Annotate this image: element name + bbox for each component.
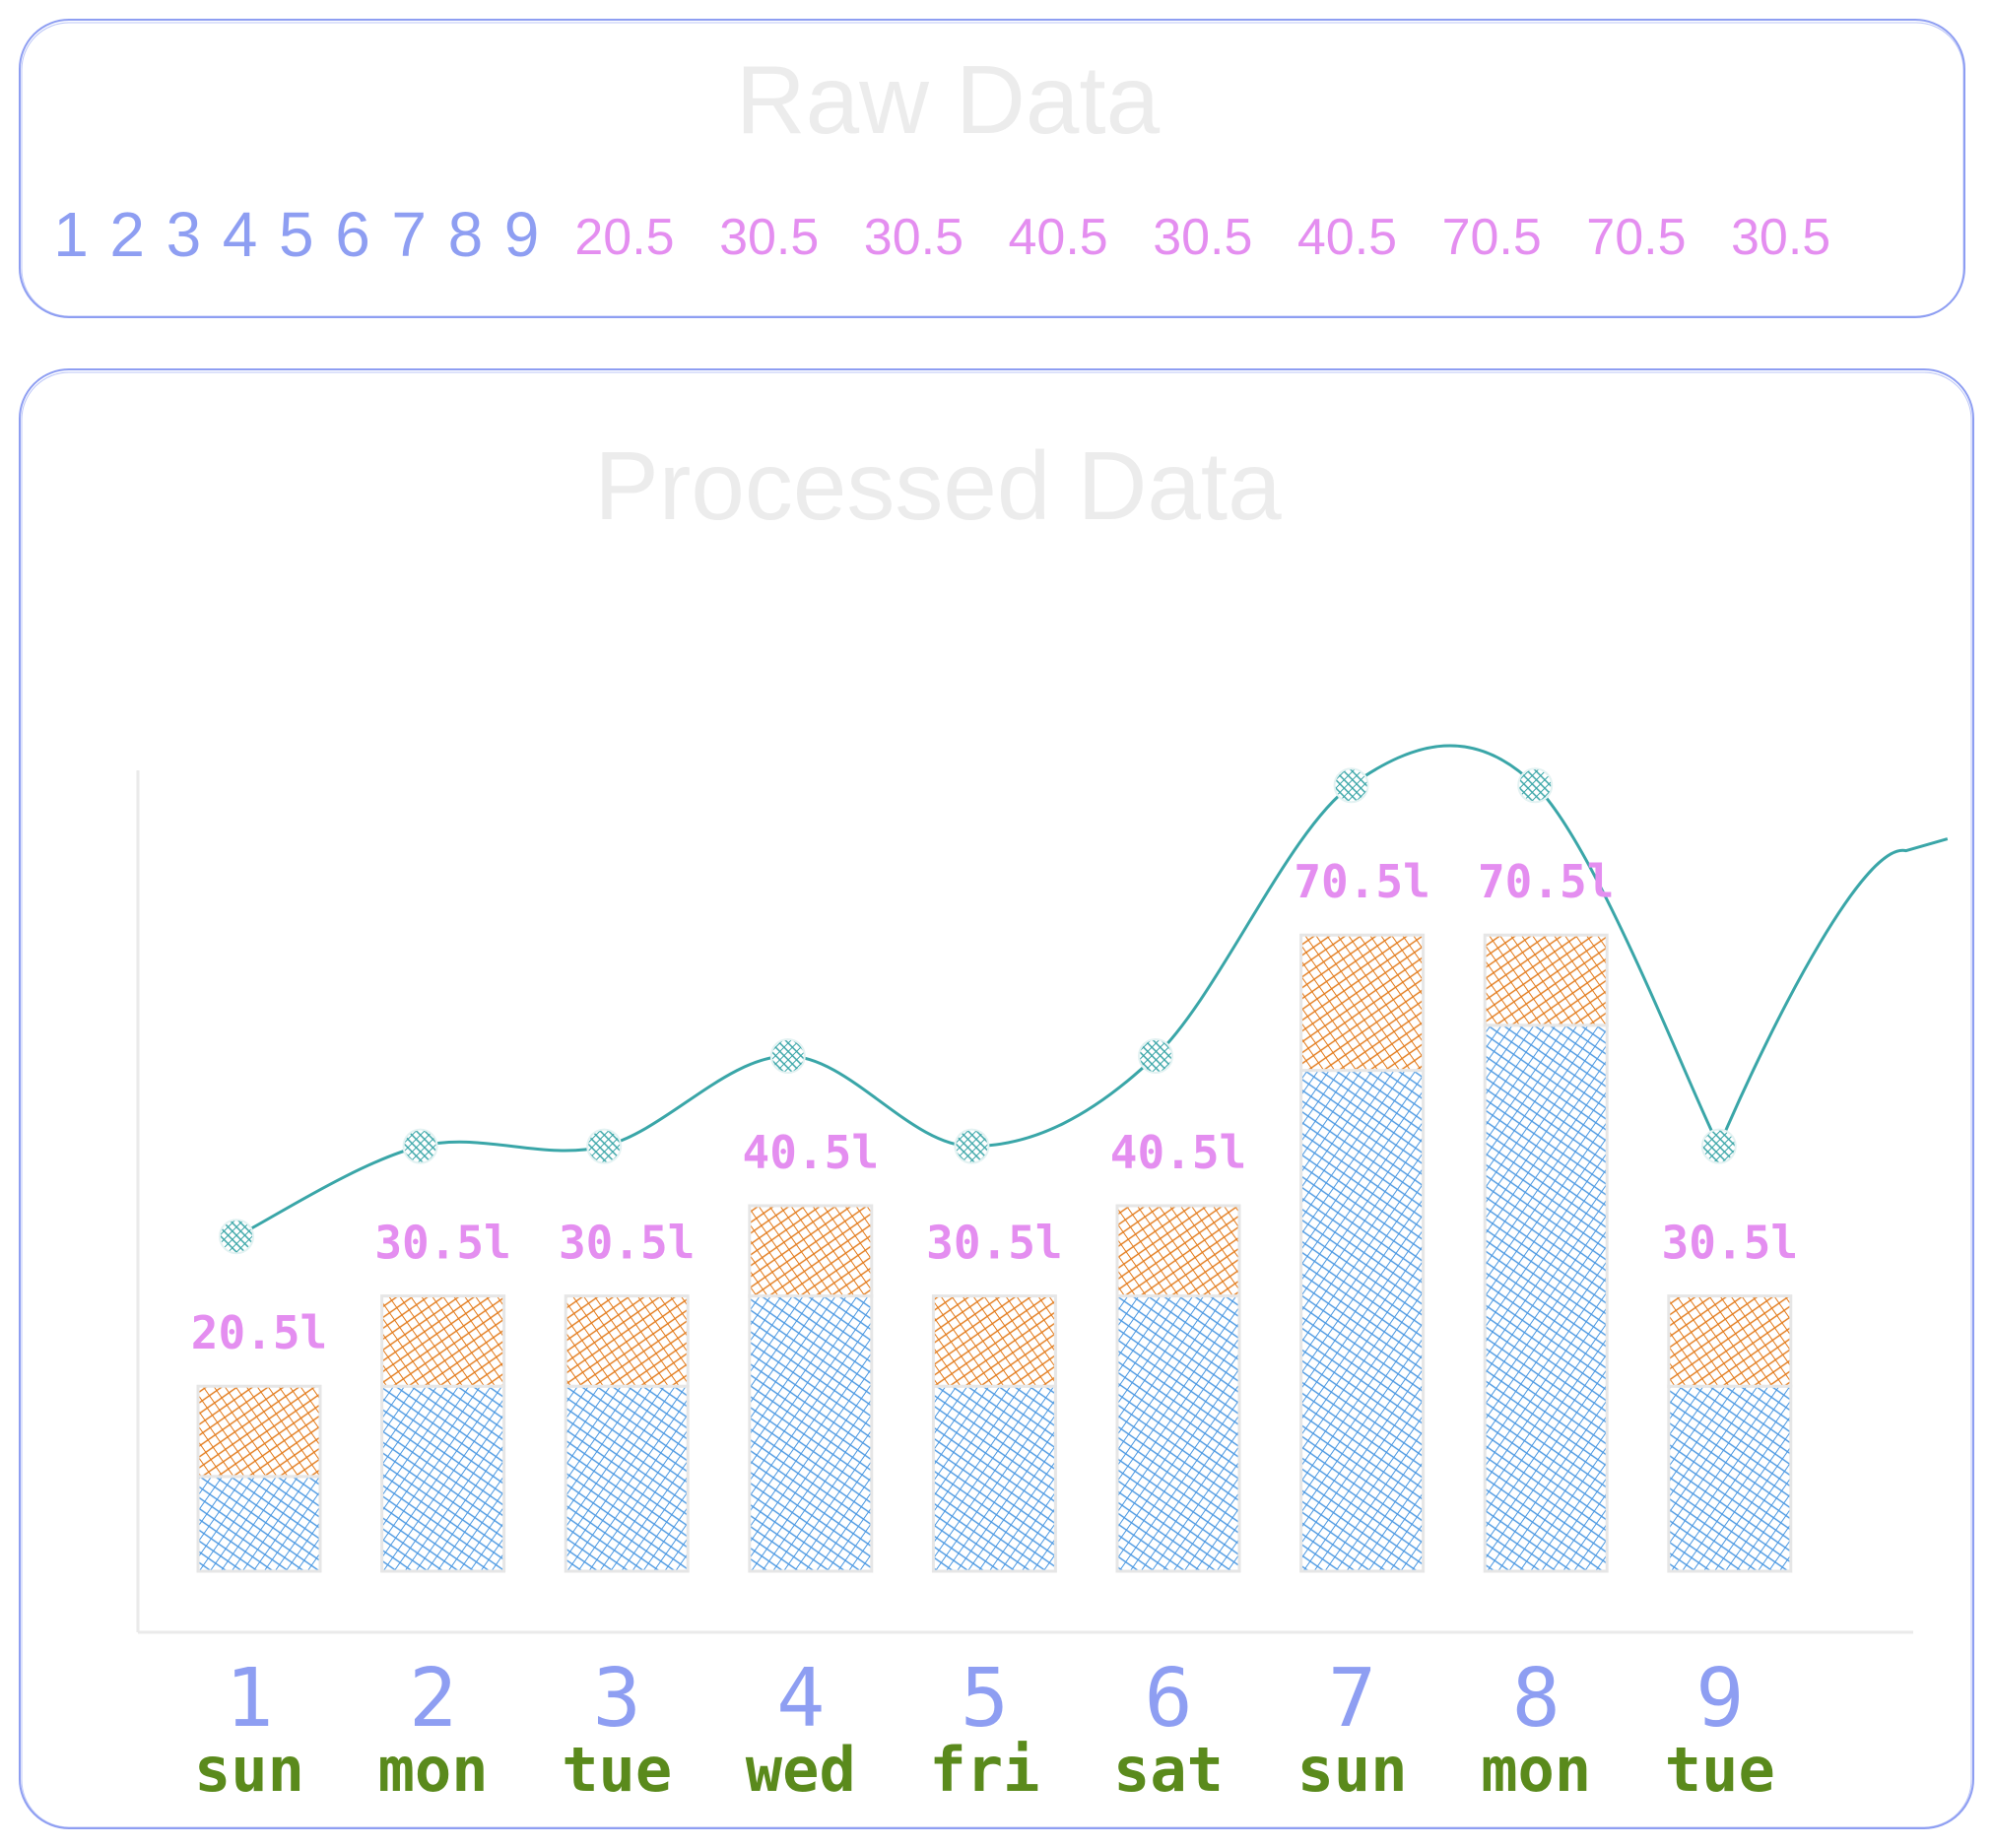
trend-point (402, 1128, 438, 1164)
x-tick-label: 4 (776, 1652, 825, 1746)
raw-value: 30.5 (719, 209, 819, 266)
chart-area: 20.5l 30.5l 30.5l 40.5l 30.5l 40.5l 70.5l 70.5l… (136, 744, 1949, 1806)
raw-number: 9 (504, 199, 540, 270)
bar-upper-segment (1115, 1204, 1241, 1298)
bar-value-label: 30.5l (374, 1217, 510, 1270)
trend-point (769, 1038, 806, 1075)
bar-value-label: 30.5l (559, 1217, 695, 1270)
x-day-label: mon (1481, 1734, 1591, 1806)
bar-lower-segment (1115, 1294, 1241, 1573)
raw-value: 20.5 (574, 209, 674, 266)
bar-lower-segment (1299, 1069, 1426, 1573)
trend-point (586, 1128, 623, 1164)
raw-data-frame (19, 19, 1965, 318)
bar-lower-segment (748, 1294, 874, 1573)
raw-number: 3 (166, 199, 202, 270)
raw-value-list: 20.5 30.5 30.5 40.5 30.5 40.5 70.5 70.5 30.5 (574, 209, 1830, 266)
raw-value: 30.5 (1731, 209, 1830, 266)
x-day-label: tue (562, 1734, 672, 1806)
x-day-label: mon (378, 1734, 489, 1806)
processed-data-title: Processed Data (594, 431, 1282, 540)
trend-point (954, 1128, 990, 1164)
x-day-label: sun (1297, 1734, 1408, 1806)
bar-value-label: 30.5l (1662, 1217, 1798, 1270)
raw-number: 6 (335, 199, 370, 270)
x-tick-label: 2 (409, 1652, 457, 1746)
bar-upper-segment (1667, 1294, 1793, 1388)
bar-upper-segment (380, 1294, 506, 1388)
bar-upper-segment (748, 1204, 874, 1298)
x-day-label: sat (1113, 1734, 1224, 1806)
x-tick-label: 3 (593, 1652, 641, 1746)
bar-value-label: 30.5l (926, 1217, 1062, 1270)
raw-value: 40.5 (1297, 209, 1397, 266)
x-tick-label: 1 (225, 1652, 273, 1746)
bar-lower-segment (196, 1475, 322, 1573)
trend-line (235, 744, 1949, 1238)
processed-data-panel: Processed Data 20.5l 30.5l 30.5l 40.5l 30.5l… (19, 368, 1974, 1829)
bar-lower-segment (564, 1384, 690, 1573)
raw-data-title: Raw Data (736, 45, 1161, 154)
raw-value: 30.5 (864, 209, 963, 266)
trend-point (1333, 767, 1369, 804)
raw-value: 70.5 (1442, 209, 1542, 266)
raw-value: 40.5 (1008, 209, 1107, 266)
bar-lower-segment (931, 1384, 1057, 1573)
bar-lower-segment (1483, 1023, 1609, 1573)
raw-number: 1 (53, 199, 89, 270)
processed-data-frame (19, 368, 1974, 1829)
raw-value: 30.5 (1153, 209, 1252, 266)
raw-number: 2 (109, 199, 145, 270)
x-tick-label: 9 (1695, 1652, 1744, 1746)
bar-value-label: 40.5l (743, 1126, 879, 1179)
bar-upper-segment (1299, 933, 1426, 1073)
raw-number: 5 (279, 199, 314, 270)
x-tick-label: 7 (1328, 1652, 1376, 1746)
bar-value-label: 40.5l (1110, 1126, 1246, 1179)
bar-value-label: 70.5l (1478, 855, 1614, 908)
x-tick-label: 5 (961, 1652, 1009, 1746)
x-day-label: fri (929, 1734, 1039, 1806)
x-day-label: wed (746, 1734, 856, 1806)
x-day-label: tue (1665, 1734, 1775, 1806)
bar-upper-segment (196, 1384, 322, 1479)
raw-number: 8 (448, 199, 484, 270)
x-day-label: sun (194, 1734, 304, 1806)
bar-value-label: 70.5l (1294, 855, 1429, 908)
raw-number: 4 (223, 199, 258, 270)
bar-upper-segment (1483, 933, 1609, 1027)
trend-point (219, 1219, 254, 1255)
trend-point (1138, 1038, 1173, 1075)
bar-value-label: 20.5l (191, 1306, 327, 1359)
bar-upper-segment (931, 1294, 1057, 1388)
trend-point (1700, 1128, 1737, 1164)
x-tick-label: 6 (1144, 1652, 1192, 1746)
raw-value: 70.5 (1586, 209, 1686, 266)
trend-point (1517, 767, 1554, 804)
x-tick-label: 8 (1512, 1652, 1561, 1746)
bar-lower-segment (1667, 1384, 1793, 1573)
raw-number: 7 (391, 199, 427, 270)
bar-lower-segment (380, 1384, 506, 1573)
bar-upper-segment (564, 1294, 690, 1388)
